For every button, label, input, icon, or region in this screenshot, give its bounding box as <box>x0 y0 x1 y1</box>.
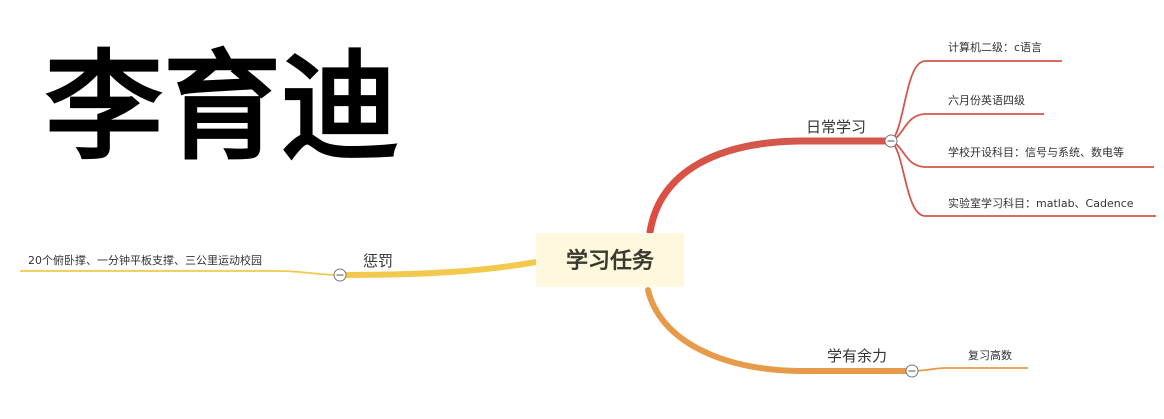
leaf-connector-5 <box>911 367 1028 372</box>
leaf-label-computer-level2[interactable]: 计算机二级：c语言 <box>948 40 1042 54</box>
leaf-label-punishment-detail[interactable]: 20个俯卧撑、一分钟平板支撑、三公里运动校园 <box>28 253 262 267</box>
collapse-toggle-extra-study[interactable] <box>905 364 919 378</box>
leaf-connector-6 <box>20 270 341 276</box>
root-node-label: 学习任务 <box>566 248 655 274</box>
leaf-connector-2 <box>890 113 1044 142</box>
leaf-label-review-math[interactable]: 复习高数 <box>968 348 1012 362</box>
branch-label-daily-study[interactable]: 日常学习 <box>806 118 866 136</box>
connector-extra-study-thin <box>719 359 912 372</box>
root-node[interactable]: 学习任务 <box>536 233 684 287</box>
collapse-toggle-punishment[interactable] <box>333 268 347 282</box>
leaf-label-english-cet4[interactable]: 六月份英语四级 <box>948 93 1025 107</box>
leaf-connector-1 <box>890 60 1062 142</box>
connector-daily-study-thin <box>699 140 890 161</box>
root-node-background <box>536 233 684 287</box>
leaf-label-lab-courses[interactable]: 实验室学习科目：matlab、Cadence <box>948 196 1134 210</box>
branch-label-extra-study[interactable]: 学有余力 <box>827 347 887 365</box>
collapse-toggle-daily-study[interactable] <box>884 134 898 148</box>
leaf-connector-4 <box>890 140 1156 217</box>
connector-daily-study <box>646 137 894 236</box>
branch-label-punishment[interactable]: 惩罚 <box>363 252 393 270</box>
author-name-handwriting: 李育迪 <box>45 38 399 176</box>
leaf-label-school-courses[interactable]: 学校开设科目：信号与系统、数电等 <box>948 145 1124 159</box>
